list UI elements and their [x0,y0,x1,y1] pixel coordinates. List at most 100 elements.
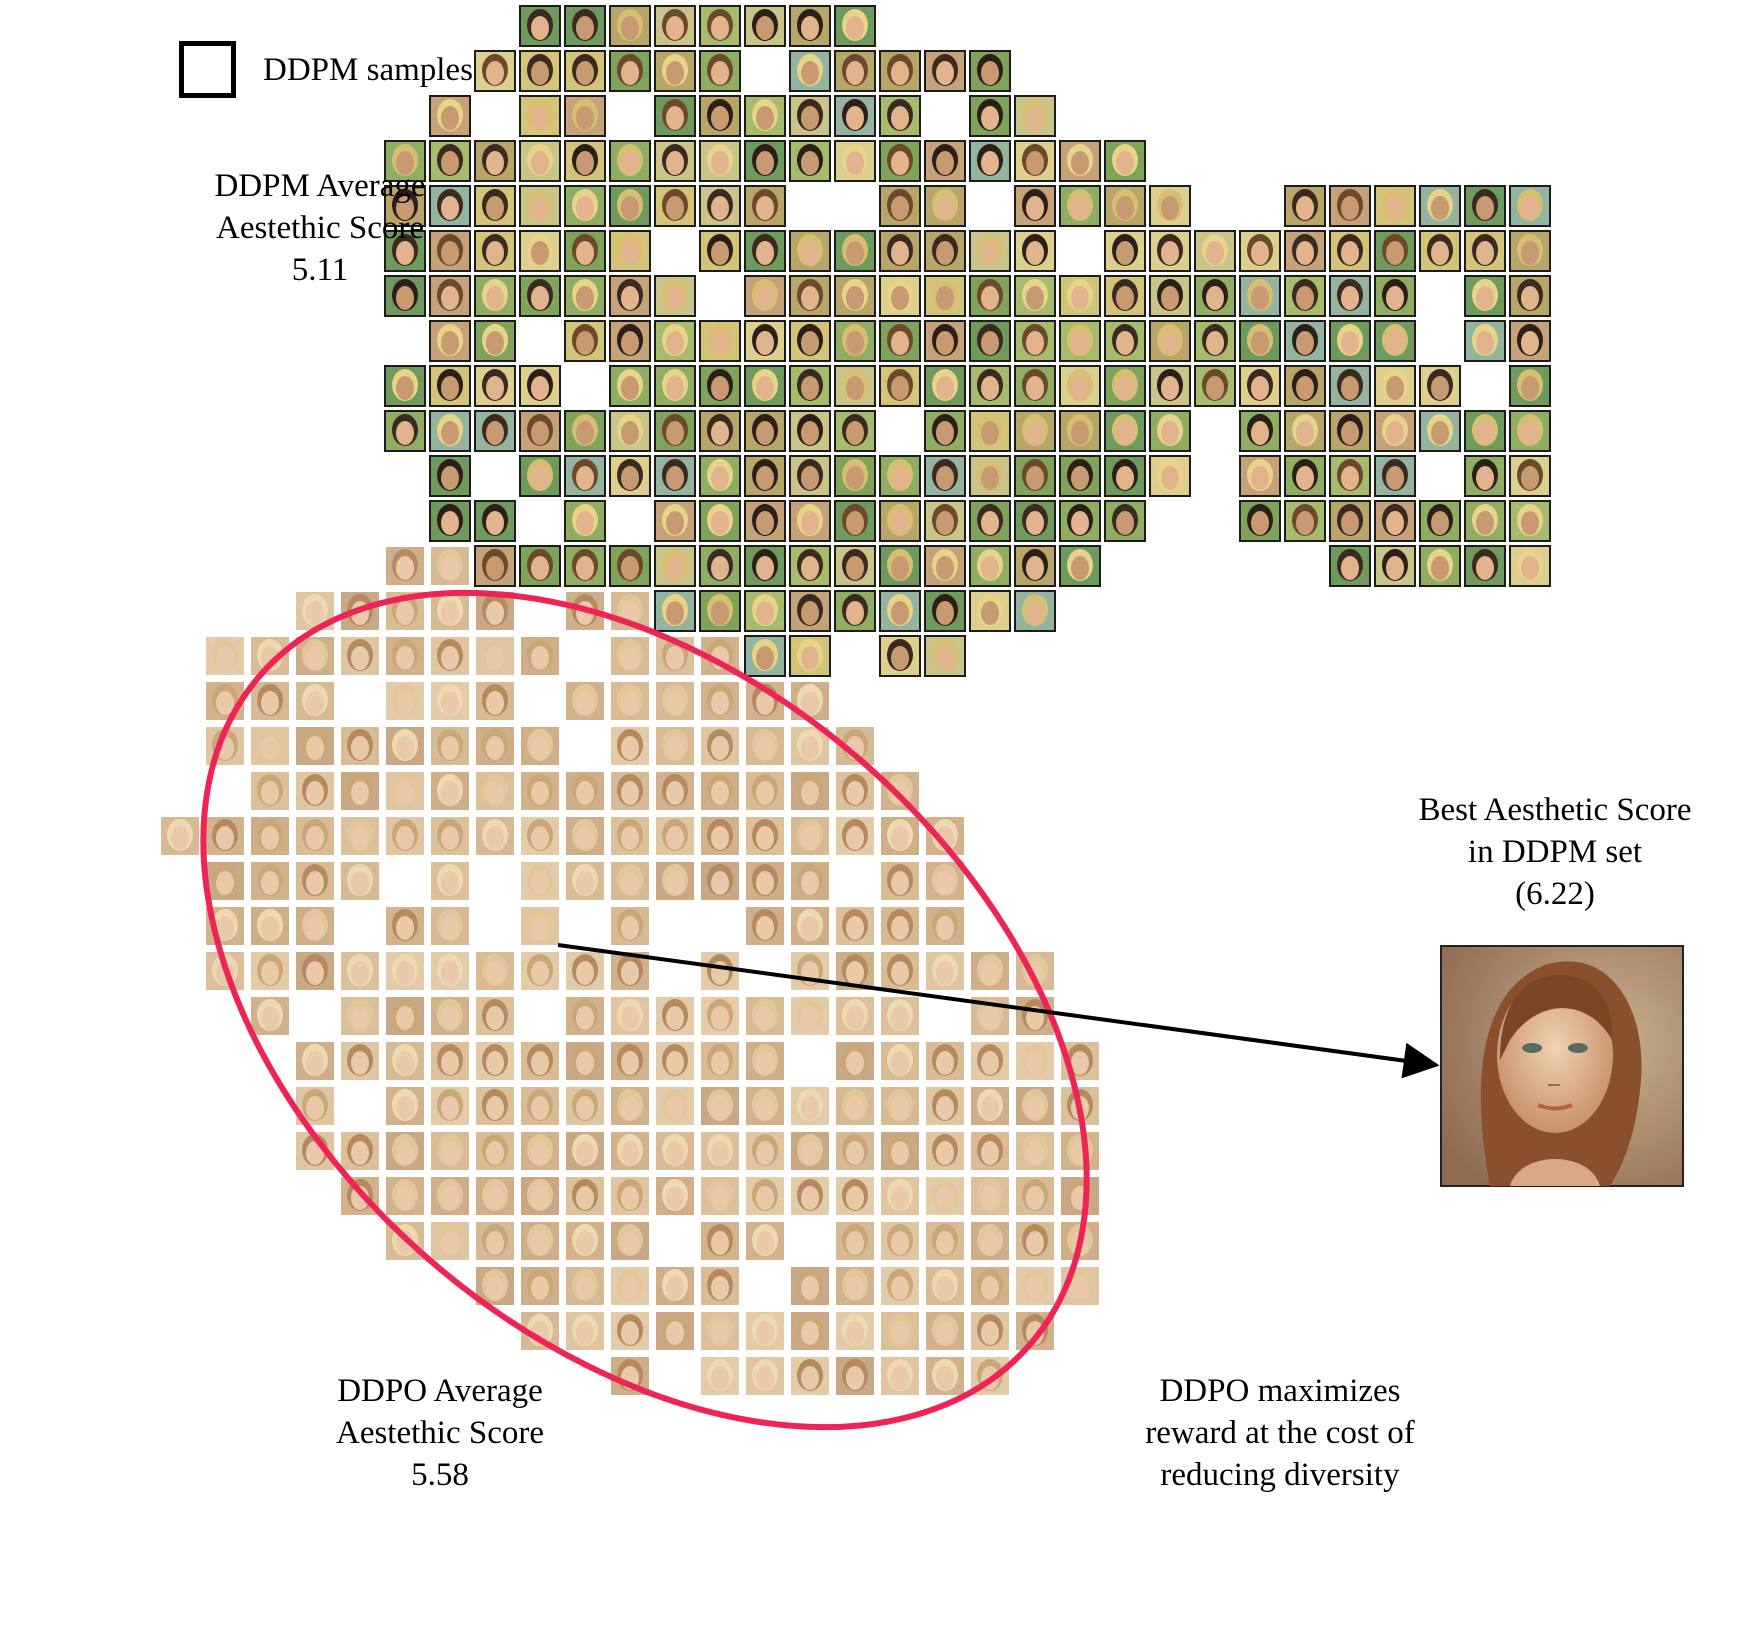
ddpo-sample-tile [474,1130,516,1172]
ddpm-average-value: 5.11 [291,252,349,288]
ddpo-sample-tile [879,1265,921,1307]
ddpm-sample-tile [969,590,1011,632]
ddpo-sample-tile [339,995,381,1037]
ddpm-sample-tile [519,545,561,587]
ddpm-average-line2: Aestethic Score [215,210,424,246]
ddpm-sample-tiles [384,5,1551,677]
ddpm-sample-tile [474,275,516,317]
ddpm-sample-tile [1014,230,1056,272]
ddpm-sample-tile [699,50,741,92]
ddpo-sample-tile [879,1085,921,1127]
ddpo-sample-tile [564,1085,606,1127]
ddpo-sample-tile [429,905,471,947]
best-sample-label: Best Aesthetic Score in DDPM set (6.22) [1380,789,1730,915]
ddpm-sample-tile [1374,545,1416,587]
ddpm-sample-tile [1239,500,1281,542]
ddpm-sample-tile [519,230,561,272]
ddpm-sample-tile [1284,320,1326,362]
best-sample-line2: in DDPM set [1467,834,1643,870]
ddpm-sample-tile [969,545,1011,587]
ddpo-sample-tile [474,950,516,992]
ddpo-average-line2: Aestethic Score [335,1415,544,1451]
ddpm-sample-tile [1329,230,1371,272]
ddpm-sample-tile [519,140,561,182]
ddpo-sample-tile [924,1355,966,1397]
ddpm-sample-tile [1059,185,1101,227]
ddpo-sample-tile [474,725,516,767]
ddpo-sample-tile [879,1175,921,1217]
ddpm-sample-tile [699,455,741,497]
ddpo-sample-tile [159,815,201,857]
ddpo-sample-tile [654,1175,696,1217]
ddpm-sample-tile [834,365,876,407]
ddpm-sample-tile [1194,275,1236,317]
ddpm-sample-tile [1014,545,1056,587]
ddpo-sample-tile [249,680,291,722]
ddpo-sample-tile [699,1040,741,1082]
ddpm-sample-tile [879,230,921,272]
ddpo-sample-tile [519,950,561,992]
ddpm-sample-tile [1374,185,1416,227]
ddpo-sample-tile [1014,1265,1056,1307]
ddpo-sample-tile [744,1130,786,1172]
ddpm-sample-tile [1419,545,1461,587]
ddpm-sample-tile [1419,500,1461,542]
ddpo-sample-tile [789,1265,831,1307]
ddpo-sample-tile [834,815,876,857]
ddpo-sample-tile [789,1085,831,1127]
ddpm-sample-tile [789,635,831,677]
ddpm-sample-tile [519,95,561,137]
ddpo-sample-tile [564,860,606,902]
ddpm-sample-tile [834,455,876,497]
ddpm-sample-tile [1149,365,1191,407]
pointer-arrow [557,943,1440,1079]
ddpo-sample-tile [654,680,696,722]
ddpo-sample-tile [474,995,516,1037]
ddpo-sample-tile [789,770,831,812]
ddpo-sample-tile [609,815,651,857]
ddpo-sample-tile [789,860,831,902]
ddpm-sample-tile [654,590,696,632]
ddpo-sample-tile [834,1085,876,1127]
ddpm-sample-tile [654,140,696,182]
ddpm-sample-tile [564,275,606,317]
ddpo-sample-tile [384,545,426,587]
ddpo-sample-tile [789,995,831,1037]
ddpm-sample-tile [654,365,696,407]
ddpo-note-line2: reward at the cost of [1145,1415,1415,1451]
ddpo-sample-tile [924,1265,966,1307]
ddpm-sample-tile [1329,410,1371,452]
ddpo-sample-tile [924,815,966,857]
ddpm-sample-tile [834,500,876,542]
ddpo-sample-tile [699,995,741,1037]
ddpo-sample-tile [834,1130,876,1172]
ddpo-sample-tile [834,1175,876,1217]
ddpo-sample-tile [474,1220,516,1262]
ddpo-sample-tile [1059,1130,1101,1172]
ddpm-sample-tile [1239,410,1281,452]
ddpo-sample-tile [339,860,381,902]
ddpo-sample-tile [1014,1040,1056,1082]
ddpm-sample-tile [1104,410,1146,452]
ddpm-sample-tile [969,95,1011,137]
ddpo-sample-tile [744,860,786,902]
ddpo-sample-tile [339,815,381,857]
ddpm-sample-tile [654,50,696,92]
ddpm-sample-tile [744,545,786,587]
ddpm-sample-tile [1239,455,1281,497]
ddpo-sample-tile [429,860,471,902]
ddpo-sample-tile [879,860,921,902]
ddpo-sample-tile [744,815,786,857]
ddpo-sample-tile [834,905,876,947]
ddpo-sample-tile [609,1085,651,1127]
ddpm-sample-tile [474,320,516,362]
ddpm-sample-tile [1239,320,1281,362]
ddpm-sample-tile [1464,500,1506,542]
ddpo-sample-tile [339,635,381,677]
ddpm-sample-tile [609,275,651,317]
ddpo-sample-tile [294,905,336,947]
ddpm-sample-tile [1284,455,1326,497]
ddpm-sample-tile [1149,275,1191,317]
ddpo-sample-tile [609,1175,651,1217]
